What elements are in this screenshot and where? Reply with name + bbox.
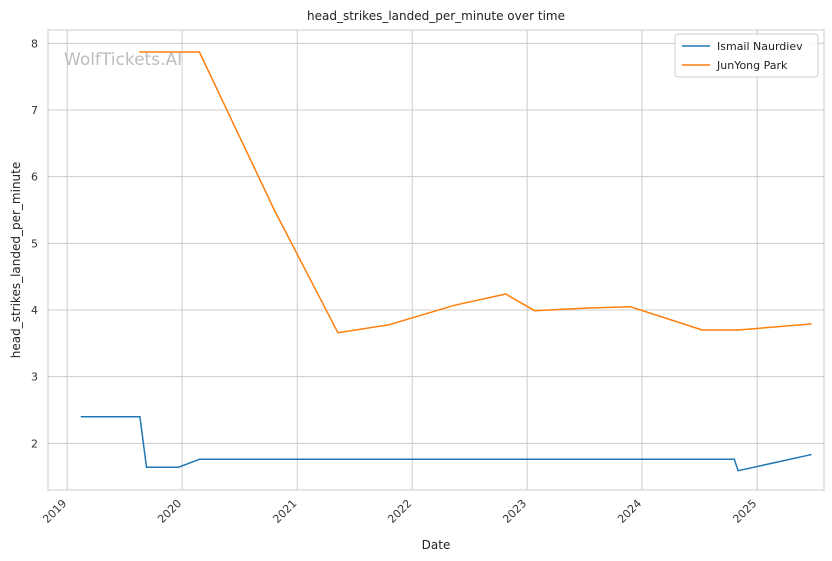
- legend: Ismail Naurdiev JunYong Park: [674, 33, 819, 78]
- legend-box: [674, 33, 819, 78]
- y-tick-label: 7: [31, 104, 38, 117]
- data-point: [737, 469, 739, 472]
- plot-area: [47, 29, 825, 491]
- data-point: [504, 293, 507, 295]
- data-point: [587, 307, 590, 309]
- data-point: [533, 309, 536, 312]
- data-point: [733, 458, 736, 461]
- y-axis-title: head_strikes_landed_per_minute: [9, 162, 23, 359]
- data-point: [139, 51, 141, 53]
- y-tick-label: 2: [31, 437, 38, 450]
- y-tick-label: 8: [31, 37, 38, 50]
- data-point: [737, 329, 739, 331]
- legend-label-junyong-park: JunYong Park: [716, 59, 788, 72]
- data-point: [810, 323, 812, 325]
- series-layer: [80, 51, 812, 472]
- data-point: [701, 329, 703, 331]
- chart-title: head_strikes_landed_per_minute over time: [307, 9, 565, 23]
- data-point: [145, 466, 148, 469]
- data-point: [139, 415, 141, 418]
- data-point: [810, 453, 812, 456]
- data-point: [629, 305, 632, 308]
- y-tick-label: 4: [31, 304, 38, 317]
- y-axis: 2 3 4 5 6 7 8: [31, 37, 38, 450]
- data-point: [198, 458, 201, 461]
- data-point: [273, 209, 276, 211]
- x-axis-title: Date: [422, 538, 451, 552]
- data-point: [198, 51, 201, 53]
- data-point: [453, 304, 456, 307]
- legend-label-ismail-naurdiev: Ismail Naurdiev: [717, 40, 803, 53]
- y-tick-label: 6: [31, 171, 38, 184]
- data-point: [388, 323, 391, 326]
- data-point: [80, 415, 83, 418]
- watermark-text: WolfTickets.AI: [64, 50, 182, 70]
- grid: [48, 30, 824, 490]
- data-point: [337, 331, 339, 334]
- series-line-ismail-naurdiev: [81, 415, 811, 472]
- data-point: [177, 466, 180, 469]
- y-tick-label: 5: [31, 237, 38, 250]
- y-tick-label: 3: [31, 371, 38, 384]
